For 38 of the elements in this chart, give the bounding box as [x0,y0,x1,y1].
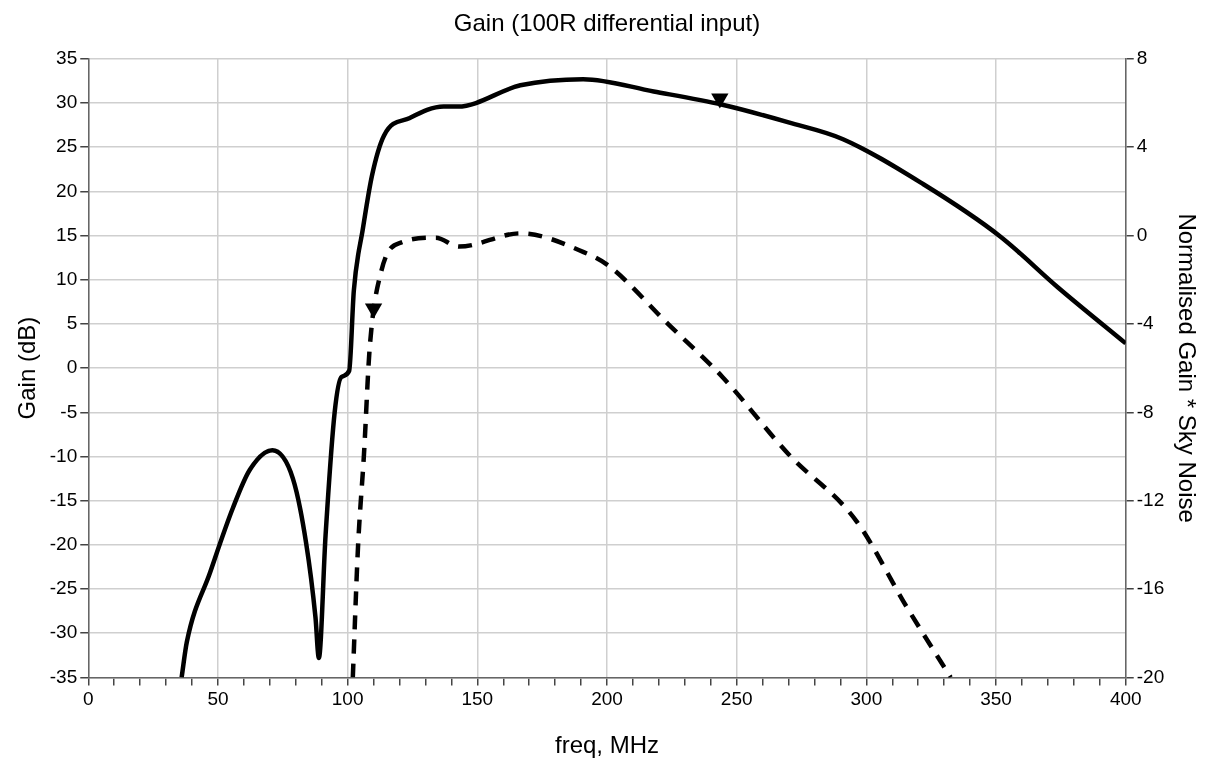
y2-tick-label: 0 [1136,223,1148,245]
line-series [179,76,1126,678]
y-tick-label: 35 [56,47,78,69]
y-tick-label: 30 [56,91,78,113]
chart-title: Gain (100R differential input) [453,9,761,37]
y-tick-label: 0 [66,356,78,378]
y2-tick-label: -16 [1136,577,1165,599]
x-axis-title: freq, MHz [554,731,660,759]
x-tick-label: 100 [331,688,364,710]
y-tick-label: -25 [49,577,78,599]
y-tick-label: -5 [60,400,78,422]
y2-tick-label: -8 [1136,400,1154,422]
x-tick-label: 350 [980,688,1012,710]
x-tick-label: 200 [591,688,623,710]
y-tick-label: -10 [49,444,78,466]
y2-tick-label: 4 [1136,135,1148,157]
x-tick-label: 50 [207,688,229,710]
y-tick-label: 10 [56,267,78,289]
y-tick-label: -35 [49,665,78,687]
y-tick-label: -30 [49,621,78,643]
y-tick-label: 15 [56,223,78,245]
y-tick-label: -15 [49,488,78,510]
x-tick-label: 250 [720,688,753,710]
y-axis-title: Gain (dB) [13,316,41,420]
x-tick-label: 300 [850,688,883,710]
x-tick-label: 0 [82,688,94,710]
y2-tick-label: -20 [1136,665,1165,687]
x-tick-label: 150 [461,688,494,710]
y2-tick-label: 8 [1136,47,1148,69]
y-tick-label: 25 [56,135,78,157]
y2-axis-title: Normalised Gain * Sky Noise [1173,213,1201,523]
y2-tick-label: -4 [1136,312,1155,334]
line-series [350,231,953,678]
y-tick-label: 20 [56,179,78,201]
y2-tick-label: -12 [1136,488,1165,510]
x-tick-label: 400 [1109,688,1142,710]
y-tick-label: 5 [66,312,78,334]
y-tick-label: -20 [49,533,78,555]
